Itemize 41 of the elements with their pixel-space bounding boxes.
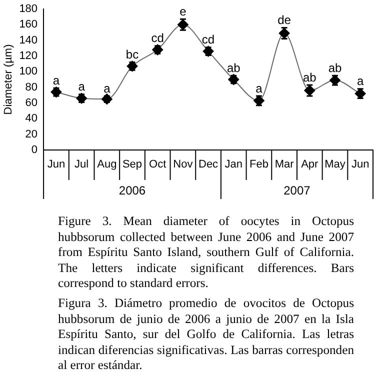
data-label: a	[256, 81, 263, 96]
data-label: ab	[328, 60, 342, 75]
data-label: a	[356, 74, 364, 88]
x-tick-label: May	[324, 158, 346, 171]
text: 2007	[284, 183, 311, 198]
y-tick-label: 0	[31, 144, 38, 156]
data-label: cd	[202, 32, 215, 47]
y-tick-label: 180	[19, 3, 38, 16]
x-tick-label: Sep	[122, 158, 142, 171]
x-tick-label: Dec	[198, 158, 219, 171]
x-tick-label: Mar	[274, 158, 294, 171]
data-label: a	[78, 80, 86, 94]
data-label: e	[180, 4, 187, 18]
data-label: a	[52, 73, 60, 88]
y-tick-label: 160	[19, 18, 38, 31]
y-axis-title: Diameter (µm)	[2, 44, 15, 115]
data-label: a	[104, 81, 111, 96]
y-tick-label: 20	[25, 128, 38, 140]
data-label: bc	[126, 48, 139, 62]
x-tick-label: Jun	[351, 158, 370, 171]
y-tick-label: 80	[25, 81, 38, 94]
data-label: ab	[302, 70, 317, 84]
x-tick-label: Oct	[149, 158, 166, 171]
x-tick-label: Aug	[97, 158, 117, 171]
y-tick-label: 40	[25, 112, 38, 125]
data-label: de	[278, 13, 292, 28]
x-tick-label: Jun	[47, 158, 66, 171]
data-label: ab	[226, 60, 241, 75]
x-tick-label: Jan	[224, 158, 242, 171]
y-tick-label: 100	[19, 66, 38, 78]
caption: Figure 3. Mean diameter of oocytes in Octopus hubbsorum collected between June 2006 and June 2007 from Espíritu Santo Island, southern Gulf of California. The letters indicate significant differences. Bars correspond to standard errors.	[58, 214, 354, 292]
x-tick-label: Nov	[173, 158, 194, 171]
x-tick-label: Jul	[74, 158, 89, 171]
y-tick-label: 60	[25, 97, 38, 110]
text: Figura 3. Diámetro promedio de ovocitos de Octopus hubbsorum de junio de 2006 a junio de 2007 en la Isla Espíritu Santo, sur del Golfo de California. Las letras indican diferencias significativas. Las barras corresponden al error estándar.	[58, 296, 354, 374]
data-label: cd	[151, 31, 164, 46]
y-tick-label: 120	[19, 50, 38, 62]
x-tick-label: Feb	[249, 158, 268, 171]
text: 2006	[118, 183, 146, 198]
x-tick-label: Apr	[301, 158, 319, 171]
y-tick-label: 140	[19, 34, 38, 46]
